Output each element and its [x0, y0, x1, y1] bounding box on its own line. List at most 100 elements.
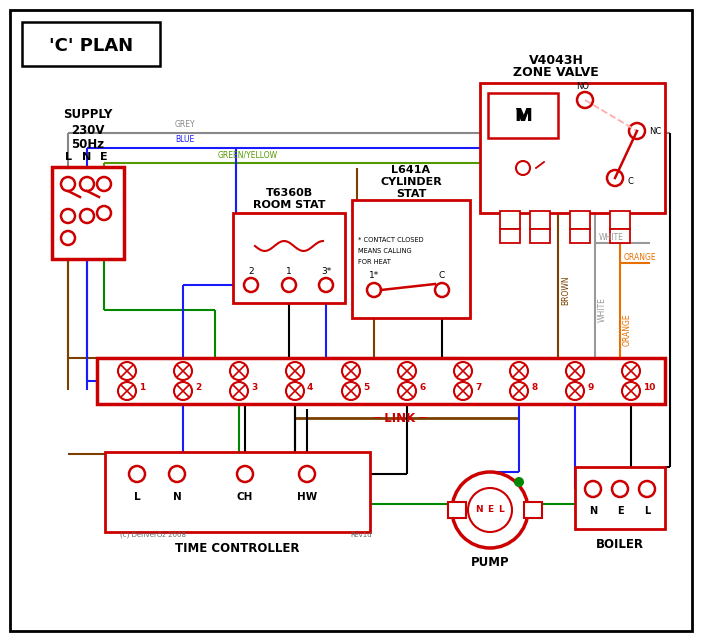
Circle shape: [585, 481, 601, 497]
Text: NO: NO: [576, 82, 590, 91]
Text: N: N: [82, 152, 92, 162]
FancyBboxPatch shape: [500, 229, 520, 243]
Text: CYLINDER: CYLINDER: [380, 177, 442, 187]
Circle shape: [566, 382, 584, 400]
Circle shape: [342, 382, 360, 400]
Text: C: C: [439, 271, 445, 279]
Circle shape: [237, 466, 253, 482]
Text: ROOM STAT: ROOM STAT: [253, 200, 325, 210]
Circle shape: [454, 382, 472, 400]
Text: T6360B: T6360B: [265, 188, 312, 198]
FancyBboxPatch shape: [10, 10, 692, 631]
Circle shape: [577, 92, 593, 108]
Text: V4043H: V4043H: [529, 53, 583, 67]
Circle shape: [299, 466, 315, 482]
Circle shape: [230, 382, 248, 400]
Text: (c) DenverOz 2008: (c) DenverOz 2008: [120, 532, 186, 538]
FancyBboxPatch shape: [530, 211, 550, 229]
Text: 230V: 230V: [71, 124, 105, 137]
Circle shape: [97, 206, 111, 220]
Text: MEANS CALLING: MEANS CALLING: [358, 248, 411, 254]
Text: 1*: 1*: [369, 271, 379, 279]
Text: 9: 9: [587, 383, 593, 392]
FancyBboxPatch shape: [610, 229, 630, 243]
FancyBboxPatch shape: [448, 502, 466, 518]
FancyBboxPatch shape: [575, 467, 665, 529]
Circle shape: [129, 466, 145, 482]
FancyBboxPatch shape: [500, 211, 520, 229]
Text: BROWN: BROWN: [561, 275, 570, 305]
Text: L: L: [498, 506, 504, 515]
Circle shape: [118, 362, 136, 380]
Text: 10: 10: [643, 383, 656, 392]
Circle shape: [398, 382, 416, 400]
Text: L: L: [644, 506, 650, 516]
Text: N: N: [475, 506, 483, 515]
Text: C: C: [627, 177, 633, 186]
Text: GREY: GREY: [175, 120, 196, 129]
Text: SUPPLY: SUPPLY: [63, 108, 113, 122]
Text: N: N: [173, 492, 181, 502]
Text: Rev1d: Rev1d: [350, 532, 371, 538]
Circle shape: [118, 382, 136, 400]
FancyBboxPatch shape: [570, 229, 590, 243]
Circle shape: [612, 481, 628, 497]
Text: L641A: L641A: [392, 165, 430, 175]
Text: 4: 4: [307, 383, 313, 392]
Circle shape: [282, 278, 296, 292]
Circle shape: [516, 161, 530, 175]
Circle shape: [622, 362, 640, 380]
Circle shape: [435, 283, 449, 297]
Text: ORANGE: ORANGE: [624, 253, 656, 262]
Text: V: V: [516, 107, 530, 125]
Text: E: E: [100, 152, 108, 162]
FancyBboxPatch shape: [480, 83, 665, 213]
Circle shape: [80, 209, 94, 223]
Circle shape: [639, 481, 655, 497]
Text: 2: 2: [249, 267, 254, 276]
Circle shape: [454, 362, 472, 380]
Text: FOR HEAT: FOR HEAT: [358, 259, 391, 265]
Text: * CONTACT CLOSED: * CONTACT CLOSED: [358, 237, 423, 243]
Circle shape: [514, 477, 524, 487]
Text: 3*: 3*: [321, 267, 331, 276]
Text: ─ LINK ─: ─ LINK ─: [373, 412, 427, 424]
Text: STAT: STAT: [396, 189, 426, 199]
Circle shape: [510, 362, 528, 380]
Text: HW: HW: [297, 492, 317, 502]
Circle shape: [452, 472, 528, 548]
Text: 1: 1: [139, 383, 145, 392]
Circle shape: [468, 488, 512, 532]
FancyBboxPatch shape: [52, 167, 124, 259]
Circle shape: [244, 278, 258, 292]
Text: L: L: [65, 152, 72, 162]
Text: 3: 3: [251, 383, 257, 392]
Circle shape: [622, 382, 640, 400]
Circle shape: [629, 123, 645, 139]
Circle shape: [174, 382, 192, 400]
Text: BOILER: BOILER: [596, 538, 644, 551]
FancyBboxPatch shape: [105, 452, 370, 532]
Text: 'C' PLAN: 'C' PLAN: [49, 37, 133, 55]
Text: 8: 8: [531, 383, 537, 392]
Circle shape: [367, 283, 381, 297]
Circle shape: [398, 362, 416, 380]
Circle shape: [61, 231, 75, 245]
Text: CH: CH: [237, 492, 253, 502]
Text: 5: 5: [363, 383, 369, 392]
FancyBboxPatch shape: [524, 502, 542, 518]
FancyBboxPatch shape: [530, 229, 550, 243]
Text: 6: 6: [419, 383, 425, 392]
Circle shape: [230, 362, 248, 380]
Circle shape: [97, 177, 111, 191]
Circle shape: [319, 278, 333, 292]
Text: 50Hz: 50Hz: [72, 138, 105, 151]
Text: TIME CONTROLLER: TIME CONTROLLER: [176, 542, 300, 554]
Text: M: M: [514, 107, 532, 125]
Circle shape: [286, 382, 304, 400]
Text: GREEN/YELLOW: GREEN/YELLOW: [218, 150, 278, 159]
Text: BLUE: BLUE: [175, 135, 194, 144]
Circle shape: [510, 382, 528, 400]
Circle shape: [61, 209, 75, 223]
Text: E: E: [487, 506, 493, 515]
